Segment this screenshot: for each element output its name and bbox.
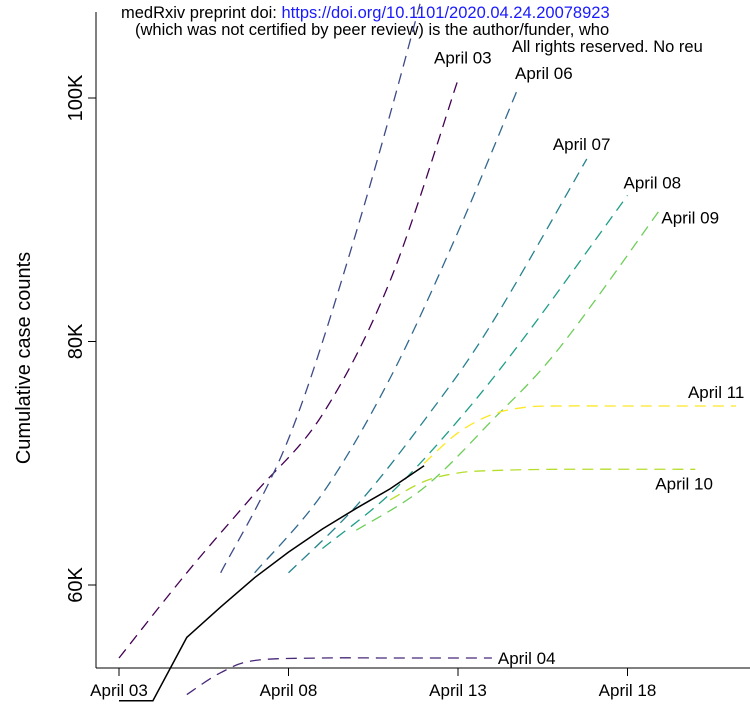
banner-rights-notice: All rights reserved. No reu (512, 39, 703, 56)
observed-series-line (119, 465, 425, 702)
series-label-april-11: April 11 (688, 383, 744, 402)
banner-review-notice: (which was not certified by peer review)… (135, 22, 610, 39)
series-line-april-04 (186, 657, 492, 696)
y-axis-title: Cumulative case counts (13, 252, 35, 464)
y-axis: 60K80K100K120K140K (65, 74, 96, 603)
series-line-april-05 (220, 0, 422, 574)
x-tick-label: April 18 (599, 681, 657, 700)
series-label-april-03: April 03 (434, 49, 492, 68)
series-line-april-07 (288, 158, 588, 574)
series-label-april-08: April 08 (624, 173, 682, 192)
series-label-april-07: April 07 (553, 135, 611, 154)
plot-frame (95, 12, 750, 669)
x-tick-label: April 03 (90, 681, 148, 700)
preprint-banner-line-1: medRxiv preprint doi: https://doi.org/10… (0, 5, 750, 22)
preprint-banner-line-2: (which was not certified by peer review)… (0, 22, 750, 39)
y-tick-label: 100K (65, 74, 87, 121)
y-tick-label: 60K (65, 567, 87, 603)
series-line-april-11 (423, 405, 736, 464)
series-line-april-03 (118, 79, 459, 659)
y-tick-label: 80K (65, 323, 87, 359)
series-line-april-08 (321, 195, 629, 550)
banner-doi-prefix: medRxiv preprint doi: (121, 5, 282, 22)
series-line-april-10 (389, 468, 696, 501)
series-line-april-06 (254, 85, 520, 574)
series-label-april-10: April 10 (655, 474, 713, 493)
series-layer (118, 0, 736, 702)
x-tick-label: April 08 (260, 681, 318, 700)
series-label-april-04: April 04 (498, 649, 556, 668)
series-line-april-09 (355, 207, 662, 531)
banner-doi-link[interactable]: https://doi.org/10.1101/2020.04.24.20078… (281, 5, 610, 22)
preprint-banner-line-3: All rights reserved. No reu (0, 39, 750, 56)
x-tick-label: April 13 (429, 681, 487, 700)
series-label-april-09: April 09 (661, 209, 719, 228)
series-label-april-06: April 06 (515, 64, 573, 83)
x-axis: April 03 April 08 April 13 April 18 (90, 668, 656, 700)
